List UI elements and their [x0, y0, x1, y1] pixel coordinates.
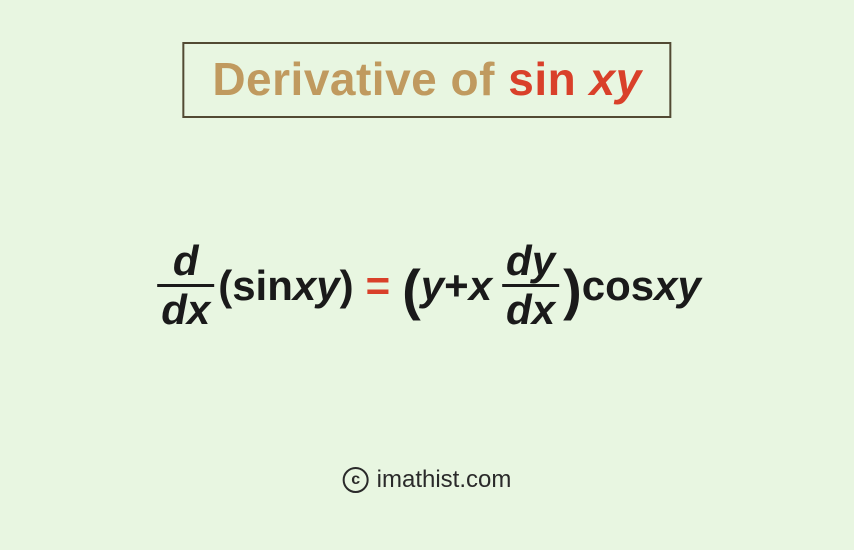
lhs-open-paren: (	[218, 262, 232, 310]
rhs-frac-den: dx	[502, 287, 559, 331]
title-text: Derivative of sin xy	[212, 53, 641, 105]
equals-sign: =	[366, 262, 391, 310]
equation: d dx (sin xy) = (y + x dy dx ) cos xy	[153, 240, 701, 331]
copyright-icon: c	[343, 467, 369, 493]
credit-text: imathist.com	[377, 466, 512, 494]
title-func: sin	[508, 53, 589, 105]
lhs-close-paren: )	[340, 262, 354, 310]
rhs-func: cos	[582, 262, 654, 310]
rhs-derivative-frac: dy dx	[502, 240, 559, 331]
title-arg: xy	[589, 53, 641, 105]
rhs-frac-num: dy	[502, 240, 559, 284]
title-prefix: Derivative of	[212, 53, 508, 105]
rhs-arg: xy	[654, 262, 701, 310]
lhs-derivative-frac: d dx	[157, 240, 214, 331]
lhs-func: sin	[232, 262, 293, 310]
credit-line: c imathist.com	[343, 466, 512, 494]
lhs-frac-num: d	[169, 240, 203, 284]
title-box: Derivative of sin xy	[182, 42, 671, 118]
lhs-arg: xy	[293, 262, 340, 310]
rhs-x: x	[469, 262, 492, 310]
rhs-y: y	[421, 262, 444, 310]
copyright-symbol: c	[351, 471, 360, 489]
lhs-frac-den: dx	[157, 287, 214, 331]
rhs-plus: +	[444, 262, 469, 310]
